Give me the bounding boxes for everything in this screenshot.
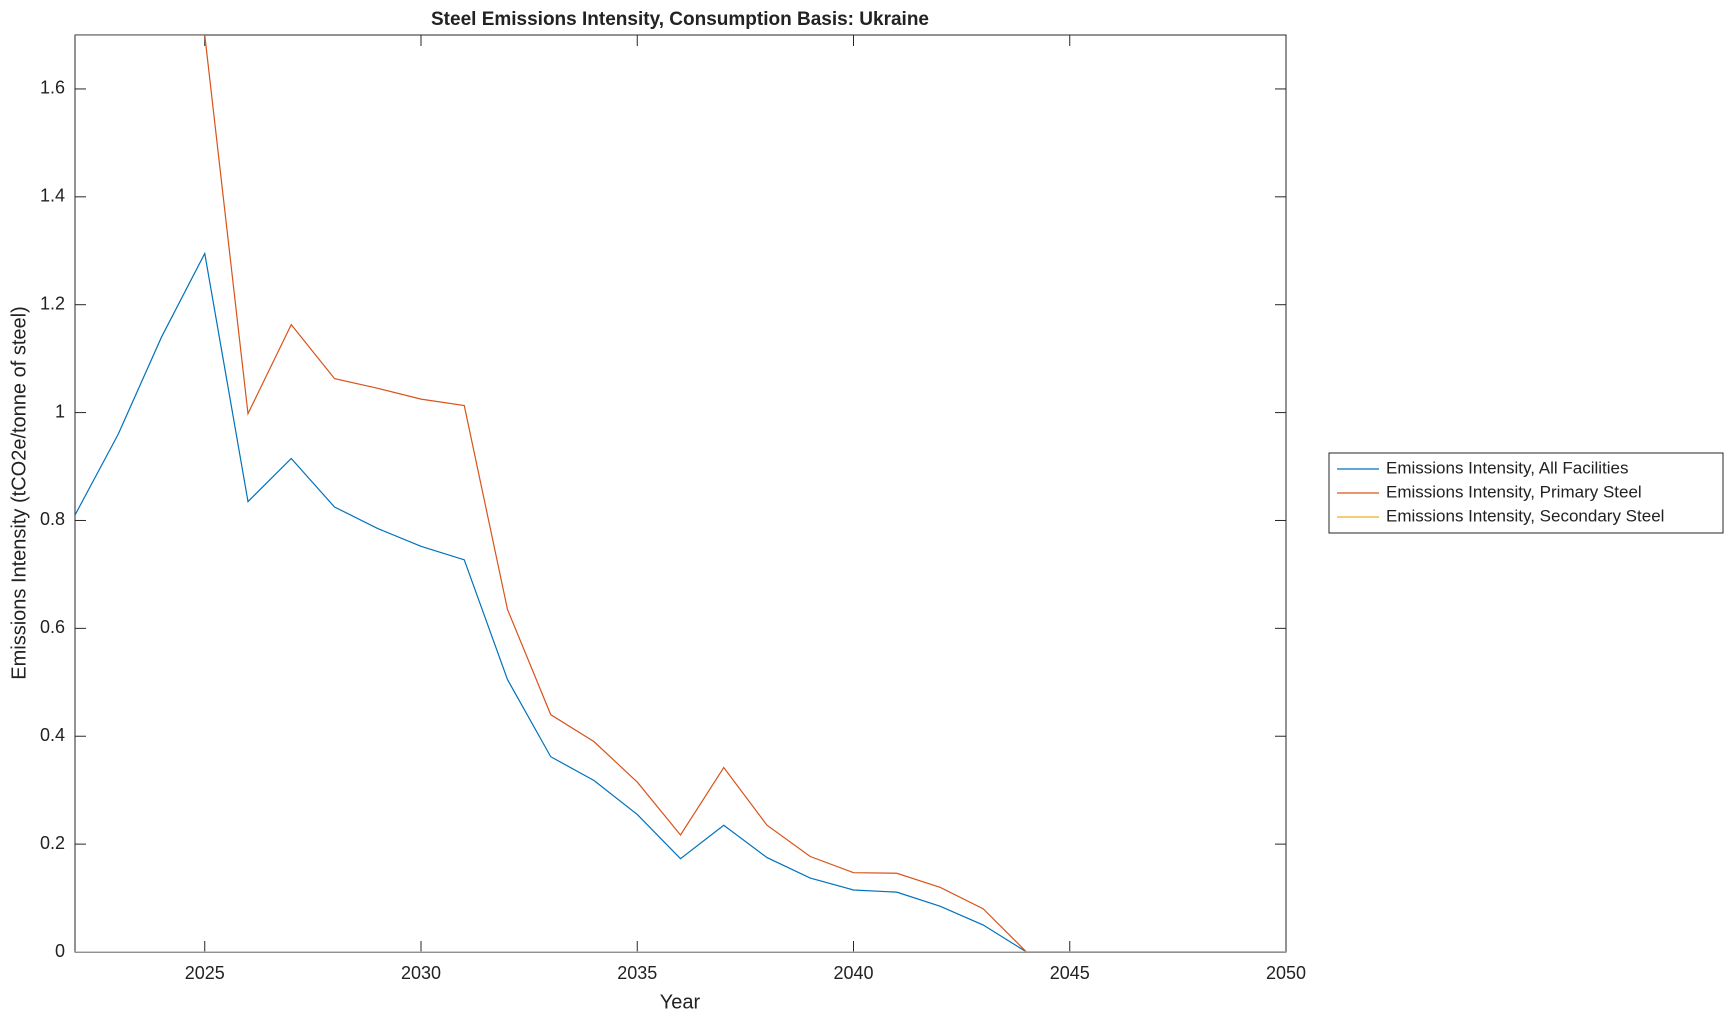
x-tick-label: 2035 [617,963,657,983]
chart-title: Steel Emissions Intensity, Consumption B… [431,9,929,30]
y-axis-label: Emissions Intensity (tCO2e/tonne of stee… [8,306,30,680]
y-tick-label: 1.6 [40,78,65,98]
y-tick-label: 0.2 [40,833,65,853]
legend-label: Emissions Intensity, Primary Steel [1386,482,1642,501]
data-line [75,35,1286,952]
y-tick-label: 1.2 [40,293,65,313]
x-tick-label: 2030 [401,963,441,983]
legend-label: Emissions Intensity, Secondary Steel [1386,506,1664,525]
plot-lines [75,35,1286,952]
x-tick-label: 2045 [1050,963,1090,983]
legend-box [1328,452,1724,534]
y-tick-label: 0.4 [40,725,65,745]
plot-area [74,34,1287,953]
y-tick-label: 0.6 [40,617,65,637]
data-line [75,251,1286,952]
x-axis-label: Year [660,991,701,1013]
x-tick-label: 2040 [833,963,873,983]
x-tick-label: 2050 [1266,963,1306,983]
y-tick-label: 0.8 [40,509,65,529]
y-tick-label: 1 [55,401,65,421]
y-tick-label: 1.4 [40,186,65,206]
y-tick-label: 0 [55,941,65,961]
legend-label: Emissions Intensity, All Facilities [1386,458,1628,477]
x-tick-label: 2025 [185,963,225,983]
